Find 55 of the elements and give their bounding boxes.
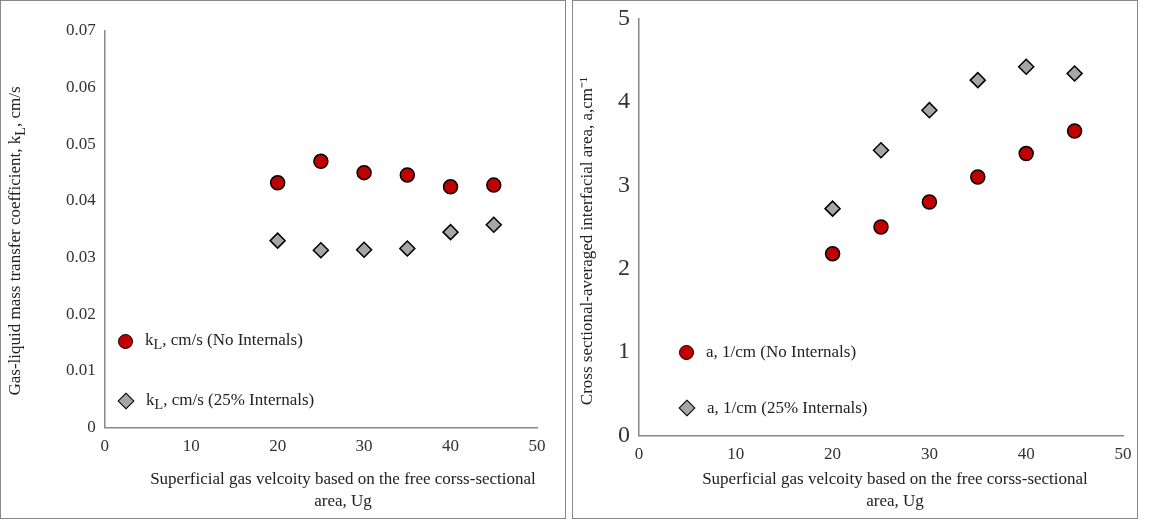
legend-label: a, 1/cm (25% Internals)	[707, 398, 868, 418]
y-axis-title: Cross sectional-averaged interfacial area, a,cm⁻¹	[575, 76, 597, 405]
y-tick-label: 0	[87, 417, 96, 437]
point	[824, 245, 841, 262]
point	[1066, 65, 1083, 82]
point	[873, 219, 889, 235]
y-tick-label: 0.05	[66, 133, 96, 153]
x-tick-label: 40	[1017, 444, 1035, 464]
x-tick-label: 10	[727, 444, 745, 464]
point	[485, 216, 503, 234]
legend-label: a, 1/cm (No Internals)	[706, 342, 857, 362]
y-tick-label: 0.02	[66, 303, 96, 323]
y-tick-label: 0.03	[66, 247, 96, 267]
point	[442, 223, 459, 241]
point	[269, 175, 286, 191]
point	[399, 240, 416, 257]
point	[269, 232, 286, 249]
x-tick-label: 50	[528, 436, 546, 456]
point	[969, 71, 987, 89]
point	[312, 242, 330, 259]
point	[486, 177, 502, 193]
x-axis-title: Superficial gas velcoity based on the free corss-sectional area, Ug	[701, 468, 1089, 512]
point	[1066, 123, 1083, 139]
legend-label: k$_{L}$, cm/s (25% Internals)	[146, 389, 315, 413]
y-tick-label: 0.07	[66, 20, 97, 40]
point	[872, 141, 890, 159]
point	[1018, 145, 1034, 162]
point	[356, 164, 372, 181]
x-tick-label: 40	[442, 436, 460, 456]
x-tick-label: 50	[1114, 444, 1132, 464]
point	[313, 153, 329, 170]
y-tick-label: 0.06	[66, 77, 96, 97]
x-tick-label: 0	[634, 444, 644, 464]
y-tick-label: 4	[618, 87, 630, 114]
point	[399, 167, 416, 183]
y-tick-label: 3	[618, 170, 630, 197]
point	[921, 101, 938, 119]
point	[970, 169, 986, 185]
x-axis-title: Superficial gas velcoity based on the free corss-sectional area, Ug	[149, 468, 537, 512]
point	[442, 179, 459, 195]
x-tick-label: 20	[824, 444, 842, 464]
y-tick-label: 0.01	[66, 360, 96, 380]
point	[824, 200, 841, 217]
legend-label: k$_{L}$, cm/s (No Internals)	[145, 330, 303, 354]
x-tick-label: 30	[355, 436, 373, 456]
point	[921, 194, 938, 210]
y-tick-label: 2	[618, 254, 630, 281]
x-tick-label: 30	[920, 444, 938, 464]
y-tick-label: 1	[618, 337, 630, 364]
point	[1017, 58, 1035, 76]
point	[355, 241, 373, 258]
x-tick-label: 20	[269, 436, 287, 456]
x-tick-label: 10	[182, 436, 200, 456]
y-tick-label: 0.04	[66, 190, 97, 210]
y-tick-label: 5	[618, 3, 630, 30]
